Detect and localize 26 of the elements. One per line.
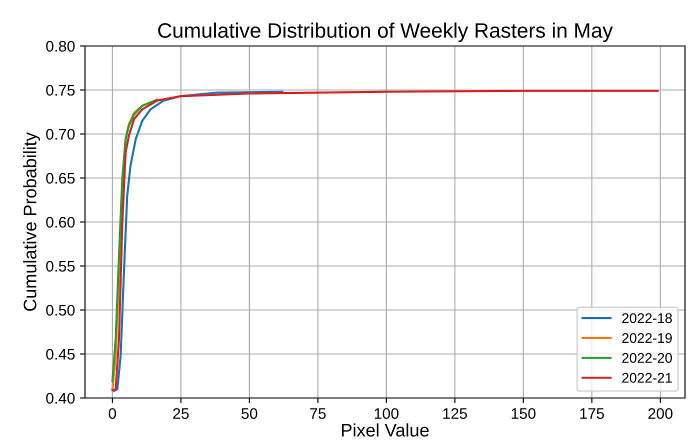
legend-label: 2022-20 bbox=[622, 353, 672, 363]
x-tick-label: 75 bbox=[310, 408, 326, 419]
x-axis-title: Pixel Value bbox=[342, 423, 429, 437]
legend-label: 2022-18 bbox=[622, 313, 672, 324]
y-tick-label: 0.70 bbox=[46, 128, 75, 140]
y-tick-label: 0.75 bbox=[46, 84, 75, 96]
x-tick-label: 175 bbox=[580, 408, 604, 419]
x-tick-label: 150 bbox=[512, 408, 536, 419]
x-tick-label: 25 bbox=[173, 408, 189, 419]
y-tick-label: 0.60 bbox=[46, 216, 75, 228]
x-tick-label: 100 bbox=[374, 408, 399, 419]
y-tick-label: 0.80 bbox=[46, 40, 75, 52]
legend-label: 2022-21 bbox=[622, 372, 672, 383]
y-tick-label: 0.50 bbox=[46, 304, 75, 316]
line-series bbox=[112, 90, 284, 392]
x-tick-label: 0 bbox=[108, 408, 116, 419]
y-tick-label: 0.65 bbox=[46, 172, 75, 184]
y-axis-title: Cumulative Probability bbox=[23, 132, 40, 311]
chart-title: Cumulative Distribution of Weekly Rasters in May bbox=[158, 22, 613, 42]
y-tick-label: 0.40 bbox=[46, 392, 75, 404]
legend-label: 2022-19 bbox=[622, 333, 672, 343]
y-tick-label: 0.45 bbox=[46, 348, 75, 360]
x-tick-label: 125 bbox=[443, 408, 467, 419]
x-tick-label: 200 bbox=[648, 408, 672, 419]
y-tick-label: 0.55 bbox=[46, 260, 75, 272]
x-tick-label: 50 bbox=[242, 408, 258, 419]
